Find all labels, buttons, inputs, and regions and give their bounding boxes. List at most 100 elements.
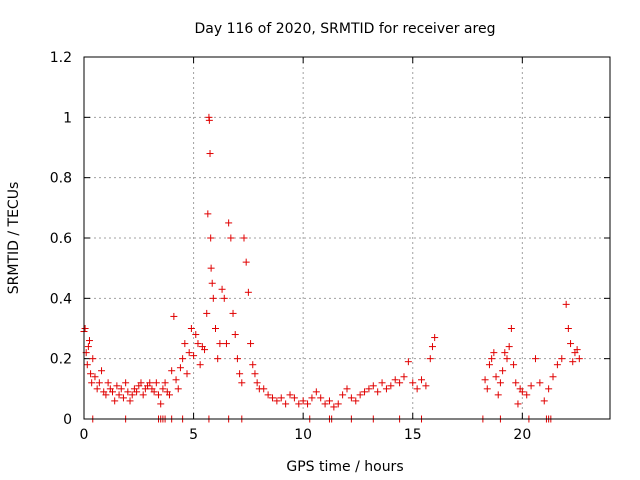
x-tick-label: 20 [513, 427, 531, 443]
data-point [536, 379, 544, 387]
data-point [422, 382, 430, 390]
data-point [89, 355, 97, 363]
data-point [117, 385, 125, 393]
data-point [244, 288, 252, 296]
data-point [216, 340, 224, 348]
data-point [139, 391, 147, 399]
data-point [343, 385, 351, 393]
data-point [356, 391, 364, 399]
data-point [181, 340, 189, 348]
data-point [512, 379, 520, 387]
data-point [558, 355, 566, 363]
data-point [207, 264, 215, 272]
x-tick-label: 0 [80, 427, 89, 443]
data-point [104, 379, 112, 387]
data-point [208, 279, 216, 287]
data-point [518, 388, 526, 396]
data-point [277, 394, 285, 402]
data-point [523, 391, 531, 399]
data-point [212, 325, 219, 332]
data-point [137, 379, 145, 387]
data-point [161, 379, 169, 387]
data-point [172, 376, 180, 384]
data-point [282, 400, 290, 408]
data-point [133, 388, 141, 396]
data-point [304, 400, 312, 408]
data-point [183, 370, 191, 378]
data-point [545, 385, 553, 393]
data-point [312, 388, 320, 396]
y-axis-label: SRMTID / TECUs [6, 182, 22, 295]
data-point [286, 391, 294, 399]
data-point [124, 388, 132, 396]
data-point [81, 325, 89, 332]
data-point [128, 391, 136, 399]
data-point [108, 388, 116, 396]
data-point [510, 361, 518, 369]
data-point [334, 400, 342, 408]
data-point [91, 373, 99, 381]
data-point [95, 379, 103, 387]
data-point [231, 331, 239, 339]
y-tick-label: 0.8 [50, 171, 72, 187]
data-point [507, 325, 515, 332]
data-point [369, 382, 377, 390]
data-point [431, 334, 439, 342]
data-point [325, 397, 333, 405]
data-point [260, 385, 268, 393]
data-point [150, 388, 158, 396]
data-point [387, 382, 395, 390]
data-point [220, 294, 228, 302]
data-point [562, 300, 570, 308]
data-point [225, 219, 233, 227]
data-point [339, 391, 347, 399]
data-point [247, 340, 255, 348]
data-point [119, 394, 127, 402]
x-tick-label: 15 [404, 427, 422, 443]
data-point [174, 385, 182, 393]
data-point [196, 361, 204, 369]
data-point [492, 373, 500, 381]
data-point [330, 403, 338, 411]
data-point [155, 391, 163, 399]
data-point [204, 210, 212, 218]
data-point [404, 358, 412, 366]
data-point [374, 388, 382, 396]
data-point [113, 382, 121, 390]
data-point [481, 376, 489, 384]
data-point [400, 373, 408, 381]
data-point [98, 367, 106, 375]
data-point [413, 385, 421, 393]
data-point [499, 367, 507, 375]
data-point [227, 234, 235, 242]
data-point [569, 358, 577, 366]
data-point [382, 385, 390, 393]
data-point [352, 397, 360, 405]
data-point [240, 234, 248, 242]
data-point [531, 355, 539, 363]
data-point [273, 397, 281, 405]
y-tick-label: 0.6 [50, 231, 72, 247]
data-point [146, 379, 154, 387]
x-tick-label: 5 [189, 427, 198, 443]
data-point [229, 309, 237, 317]
data-point [122, 379, 130, 387]
data-point [494, 391, 502, 399]
data-point [83, 361, 91, 369]
data-point [115, 391, 123, 399]
data-point [308, 394, 316, 402]
data-point [483, 385, 491, 393]
data-point [233, 355, 241, 363]
gridlines [84, 57, 610, 419]
data-point [168, 367, 176, 375]
x-axis-label: GPS time / hours [286, 459, 403, 475]
data-point [295, 400, 303, 408]
data-point [176, 364, 184, 372]
data-point [249, 361, 257, 369]
data-point [503, 355, 511, 363]
data-point [222, 340, 230, 348]
data-point [126, 397, 134, 405]
x-tick-label: 10 [294, 427, 312, 443]
data-point [207, 234, 215, 242]
